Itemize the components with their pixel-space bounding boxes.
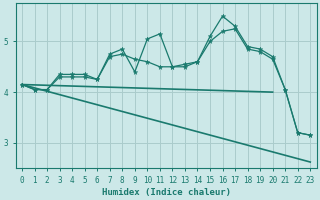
X-axis label: Humidex (Indice chaleur): Humidex (Indice chaleur): [102, 188, 231, 197]
